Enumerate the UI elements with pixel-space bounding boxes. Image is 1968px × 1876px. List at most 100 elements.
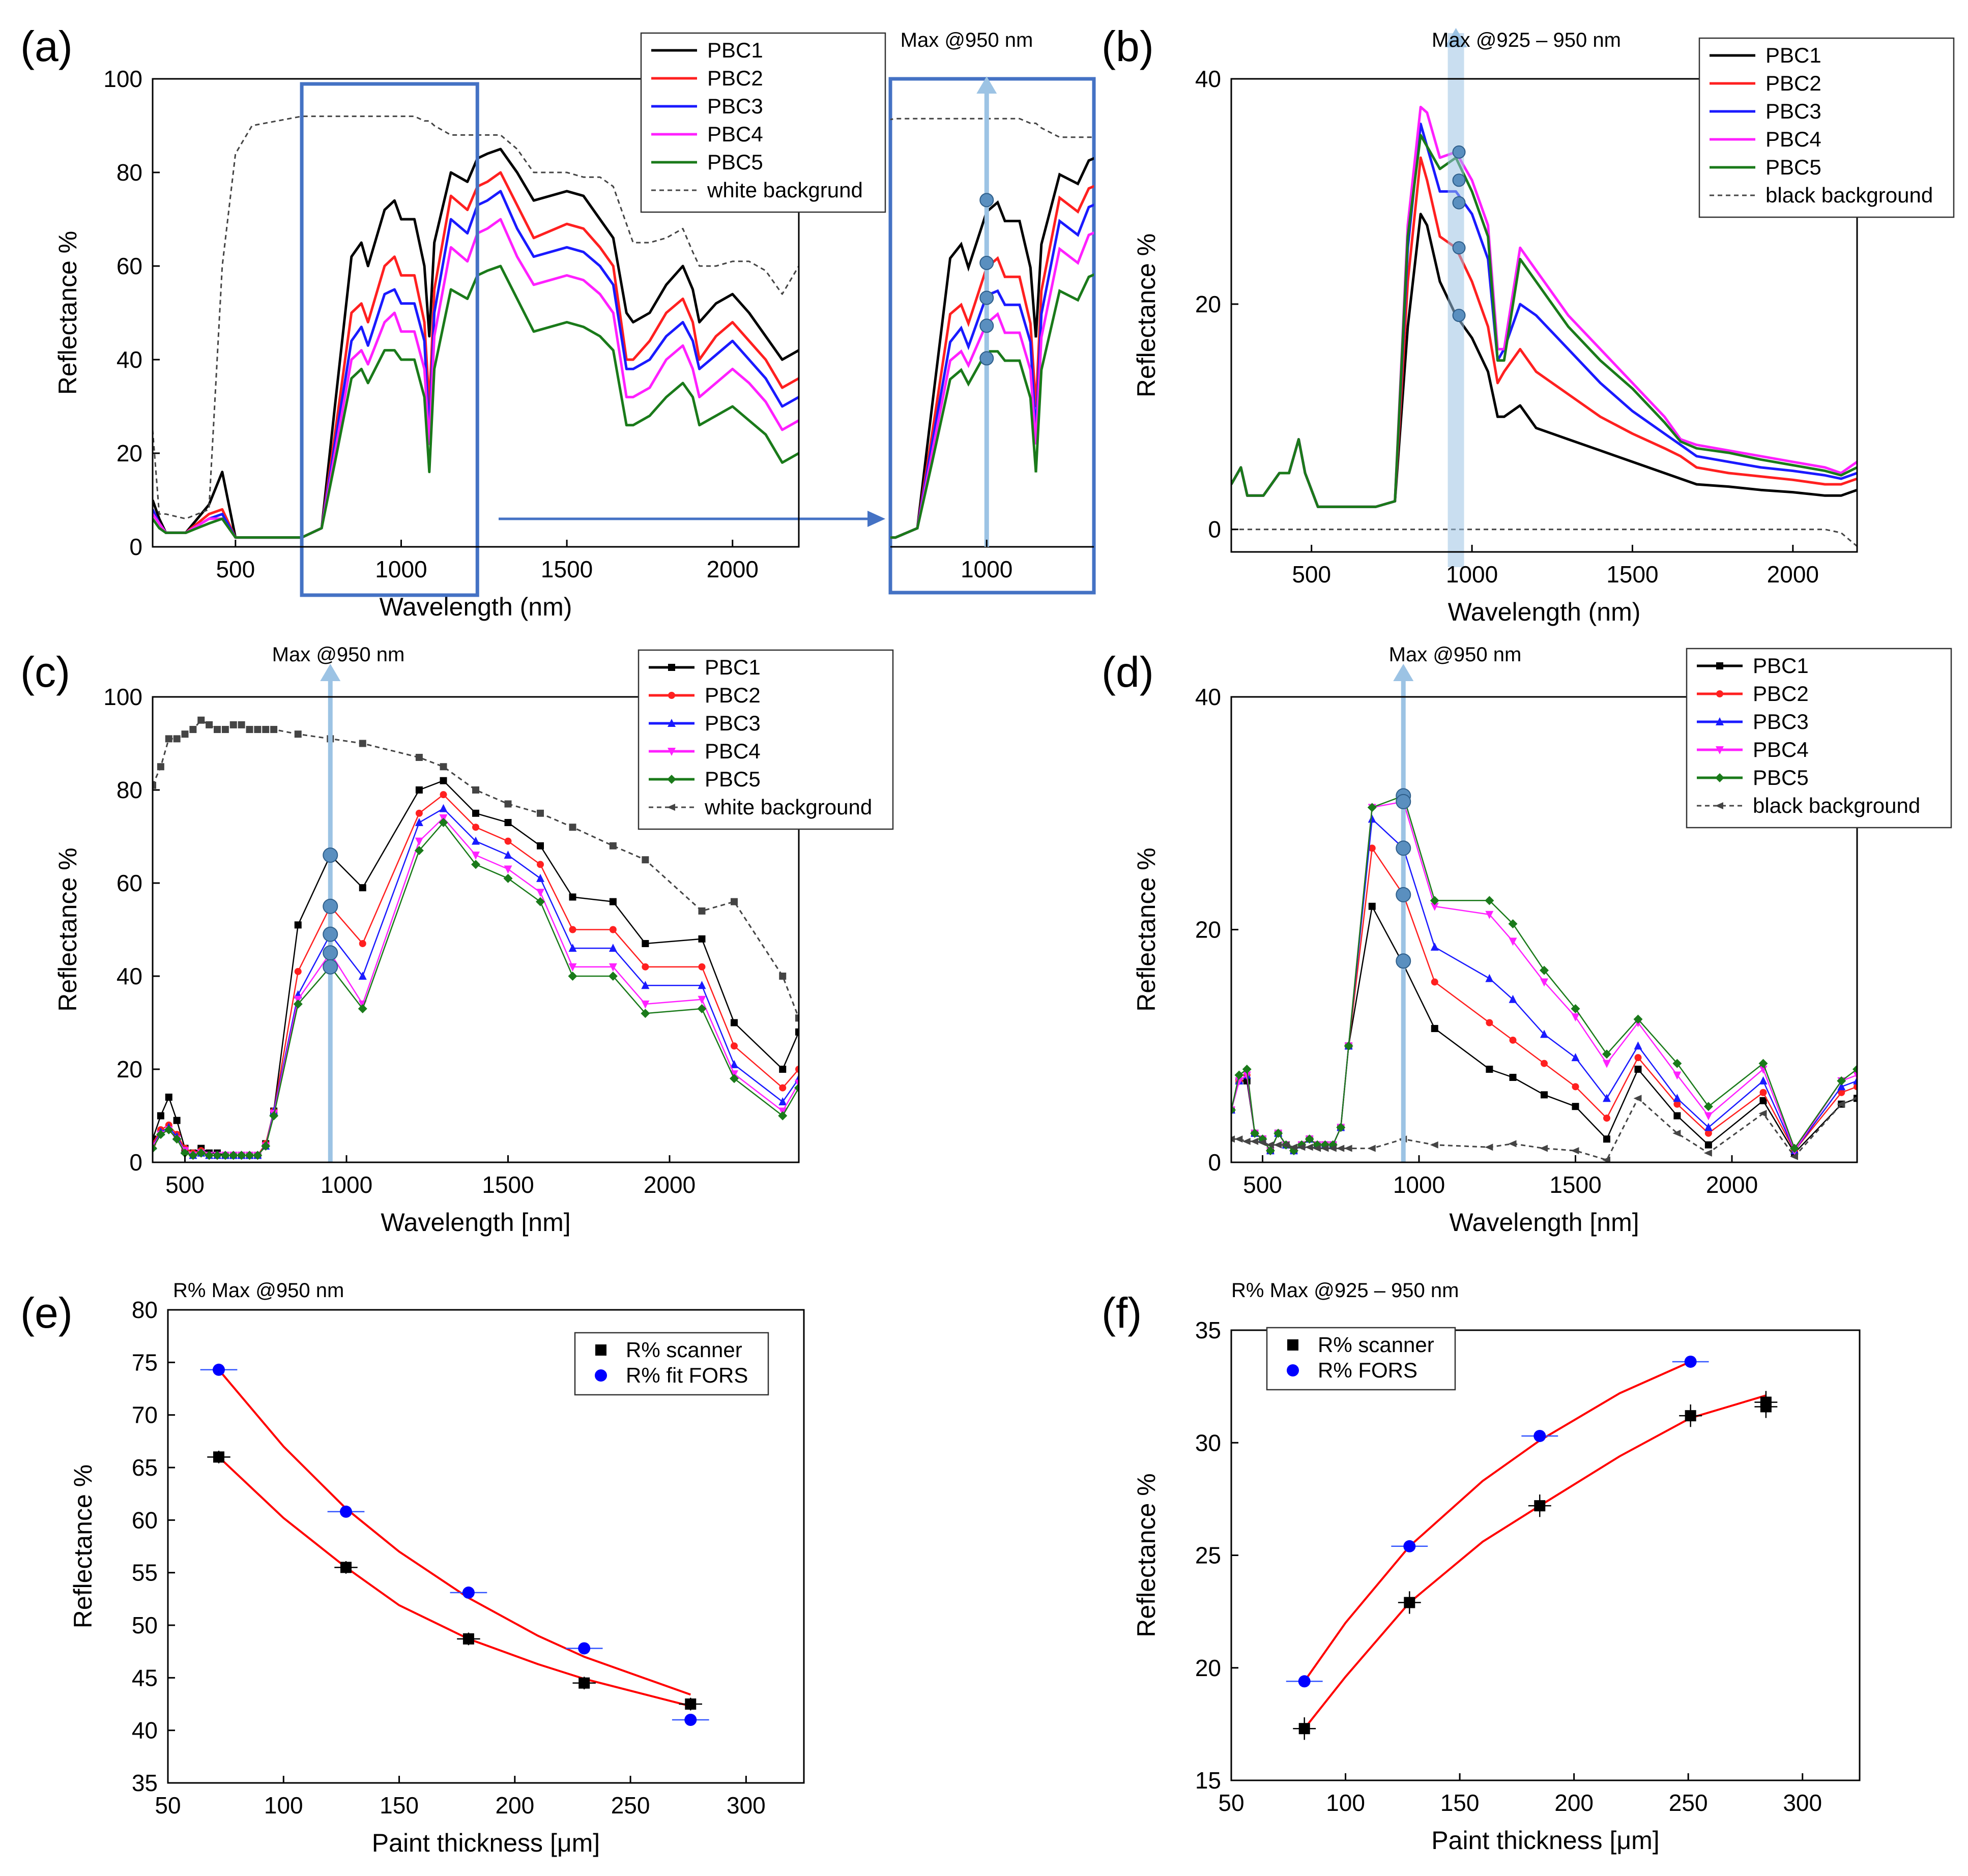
y-tick-label: 20 xyxy=(1195,291,1221,317)
legend-marker xyxy=(1716,662,1723,669)
data-point xyxy=(1328,1145,1337,1152)
data-point xyxy=(568,944,577,952)
data-point xyxy=(440,777,447,784)
x-axis-label: Wavelength [nm] xyxy=(381,1208,570,1237)
data-point xyxy=(1265,1146,1275,1156)
data-point xyxy=(1509,1036,1517,1044)
data-point xyxy=(1242,1071,1251,1080)
data-point xyxy=(536,889,544,897)
data-point xyxy=(609,842,617,849)
data-point xyxy=(164,1125,173,1134)
data-point xyxy=(359,940,366,947)
max-marker xyxy=(323,898,338,914)
data-point xyxy=(440,791,447,799)
data-point xyxy=(1759,1076,1768,1084)
y-tick-label: 40 xyxy=(132,1717,158,1744)
data-point xyxy=(1571,1004,1580,1014)
data-point xyxy=(1336,1145,1345,1152)
data-point xyxy=(1431,1024,1438,1032)
legend-label: PBC4 xyxy=(705,739,761,763)
y-tick-label: 80 xyxy=(132,1297,158,1323)
data-point xyxy=(1242,1137,1251,1145)
data-point xyxy=(504,851,512,859)
data-point xyxy=(1430,1141,1438,1149)
x-tick-label: 500 xyxy=(1243,1171,1282,1198)
legend-label: PBC4 xyxy=(707,122,763,146)
max-band xyxy=(1448,33,1464,567)
x-tick-label: 100 xyxy=(1326,1790,1365,1816)
panel-e: (e) R% Max @950 nm 50 100 150 200 250 300 35 40 45… xyxy=(20,1279,805,1857)
data-point xyxy=(1344,1145,1352,1152)
data-point xyxy=(1305,1134,1314,1144)
y-tick-label: 20 xyxy=(117,440,142,466)
data-point xyxy=(415,837,423,846)
data-point xyxy=(188,1151,198,1160)
data-point-fors xyxy=(578,1642,591,1655)
data-point-fors xyxy=(213,1363,225,1376)
y-tick-label: 40 xyxy=(117,346,142,373)
legend-box xyxy=(640,32,886,213)
data-point xyxy=(1703,1149,1712,1157)
panel-d: (d) 500 1000 1500 2000 0 20 40 Wavelength [nm] Re… xyxy=(1102,643,1952,1237)
data-point xyxy=(214,726,221,734)
y-tick-label: 50 xyxy=(132,1612,158,1638)
data-point xyxy=(1274,1141,1282,1149)
data-point xyxy=(414,845,424,855)
x-tick-label: 1000 xyxy=(321,1171,372,1198)
data-point xyxy=(698,907,706,915)
data-point xyxy=(1486,1066,1493,1073)
data-point-fors xyxy=(1403,1540,1416,1552)
data-point xyxy=(1289,1144,1297,1151)
series-line-PBC5 xyxy=(1231,134,1857,508)
data-point xyxy=(730,1074,739,1083)
data-point xyxy=(778,1097,787,1106)
legend-marker xyxy=(1716,746,1724,754)
x-tick-label: 1000 xyxy=(1446,561,1498,588)
max-marker xyxy=(1452,241,1466,255)
fit-curve xyxy=(1304,1394,1767,1730)
legend-marker xyxy=(1716,717,1724,725)
max-arrow-head xyxy=(1393,664,1414,681)
data-point xyxy=(794,1083,799,1093)
data-point xyxy=(1790,1144,1799,1153)
data-point xyxy=(1368,814,1376,823)
data-point xyxy=(472,852,480,860)
max-annotation: Max @950 nm xyxy=(272,643,405,666)
y-tick-label: 0 xyxy=(129,534,142,560)
data-point-fors xyxy=(1533,1429,1546,1442)
data-point xyxy=(415,786,423,794)
data-point xyxy=(205,1151,214,1160)
data-point xyxy=(1633,1014,1643,1024)
data-point xyxy=(1430,942,1439,951)
data-point xyxy=(153,781,156,789)
data-point xyxy=(1367,1145,1376,1152)
data-point xyxy=(172,1134,182,1144)
y-axis-label: Reflectance % xyxy=(69,1464,97,1628)
legend-label: R% scanner xyxy=(1318,1333,1434,1357)
data-point xyxy=(1231,1135,1235,1143)
data-point xyxy=(1509,1074,1517,1081)
data-point xyxy=(294,730,302,738)
data-point xyxy=(1673,1071,1682,1080)
data-point xyxy=(157,1112,164,1120)
y-tick-label: 35 xyxy=(1195,1317,1221,1343)
data-point xyxy=(698,935,706,943)
max-arrow-head xyxy=(976,76,997,94)
legend-marker xyxy=(1716,690,1723,697)
max-marker xyxy=(1452,145,1466,159)
x-axis-label: Wavelength [nm] xyxy=(1449,1208,1639,1237)
data-point xyxy=(569,893,576,901)
data-point xyxy=(1838,1089,1845,1096)
data-point xyxy=(359,884,366,892)
x-tick-label: 300 xyxy=(1783,1790,1822,1816)
x-axis-label: Paint thickness [μm] xyxy=(372,1829,600,1857)
data-point xyxy=(795,1028,799,1036)
series-line-PBC1 xyxy=(1231,905,1857,1154)
max-marker xyxy=(1452,173,1466,187)
fit-curve xyxy=(218,1456,691,1708)
y-tick-label: 60 xyxy=(132,1507,158,1533)
data-point xyxy=(472,786,479,794)
data-point xyxy=(642,940,649,947)
legend-label: PBC4 xyxy=(1753,738,1809,761)
data-point xyxy=(415,818,423,827)
